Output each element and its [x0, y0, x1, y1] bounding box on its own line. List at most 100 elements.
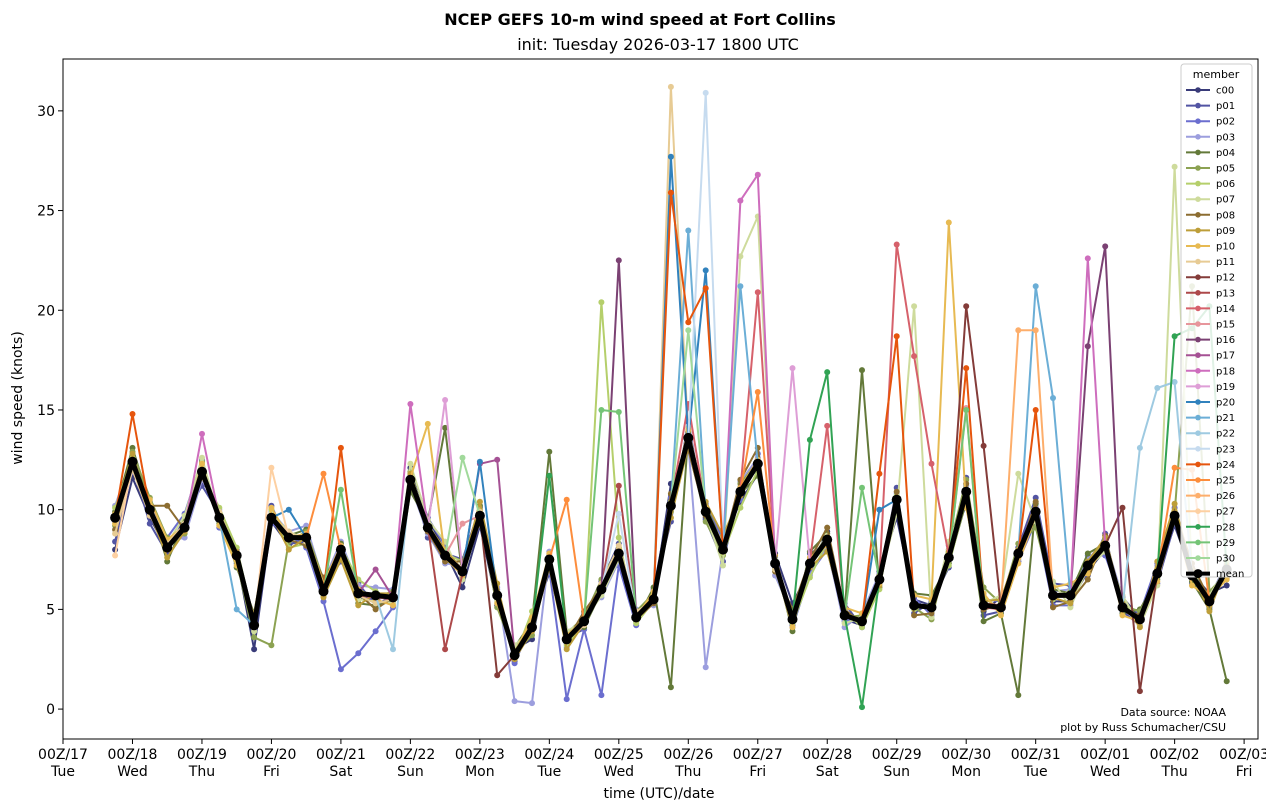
legend-label-p29: p29 — [1216, 538, 1235, 549]
x-tick-day: Mon — [465, 764, 495, 780]
series-point-mean — [700, 506, 711, 517]
y-axis-label: wind speed (knots) — [10, 331, 26, 465]
series-point-mean — [683, 432, 694, 443]
x-tick-day: Wed — [604, 764, 635, 780]
x-tick-date: 00Z/30 — [941, 747, 991, 763]
series-point-p04 — [1015, 692, 1022, 699]
legend-marker-p28 — [1195, 524, 1201, 530]
series-point-p25 — [563, 496, 570, 503]
legend-label-mean: mean — [1216, 569, 1244, 580]
series-point-p20 — [667, 153, 674, 160]
legend-label-p02: p02 — [1216, 117, 1235, 128]
y-tick-label: 5 — [46, 602, 55, 618]
series-point-p12 — [963, 303, 970, 310]
x-tick-date: 00Z/31 — [1011, 747, 1061, 763]
x-tick-day: Fri — [1236, 764, 1253, 780]
series-c00 — [112, 444, 1230, 653]
series-point-p24 — [963, 365, 970, 372]
legend-label-p01: p01 — [1216, 101, 1235, 112]
series-point-p26 — [1032, 327, 1039, 334]
mean-layer — [110, 432, 1232, 661]
series-point-p02 — [355, 650, 362, 657]
series-point-p07 — [1015, 470, 1022, 477]
series-point-p07 — [407, 460, 414, 467]
legend-marker-p21 — [1195, 414, 1201, 421]
series-point-mean — [1117, 602, 1128, 613]
x-tick-date: 00Z/29 — [872, 747, 922, 763]
series-point-mean — [335, 544, 346, 555]
series-point-p11 — [667, 83, 674, 90]
series-point-mean — [961, 486, 972, 497]
legend-marker-p25 — [1195, 477, 1201, 483]
chart-subtitle: init: Tuesday 2026-03-17 1800 UTC — [517, 35, 799, 54]
series-point-mean — [318, 586, 329, 597]
legend-label-p13: p13 — [1216, 288, 1235, 299]
legend-marker-p05 — [1195, 165, 1201, 171]
series-point-mean — [718, 544, 728, 555]
series-point-mean — [266, 512, 277, 523]
series-point-p21 — [1050, 395, 1056, 401]
x-tick-day: Thu — [1160, 764, 1187, 780]
x-axis: 00Z/17Tue00Z/18Wed00Z/19Thu00Z/20Fri00Z/… — [38, 739, 1266, 780]
series-point-p04 — [859, 367, 865, 374]
legend-label-p28: p28 — [1216, 522, 1235, 533]
x-tick-date: 00Z/22 — [385, 747, 435, 763]
series-point-mean — [527, 622, 537, 633]
series-point-p09 — [164, 554, 171, 561]
series-point-mean — [127, 456, 138, 467]
x-tick-day: Wed — [1090, 764, 1121, 780]
legend-marker-p10 — [1195, 243, 1201, 249]
legend-title: member — [1193, 68, 1240, 81]
series-point-mean — [353, 588, 364, 599]
series-point-mean — [596, 584, 607, 595]
series-point-p09 — [1067, 600, 1074, 607]
legend-label-p11: p11 — [1216, 257, 1235, 268]
series-point-p05 — [251, 634, 258, 641]
series-point-p24 — [893, 333, 900, 340]
series-point-mean — [110, 512, 121, 523]
series-point-p08 — [1050, 604, 1056, 611]
legend-marker-mean — [1193, 569, 1203, 579]
series-line-p07 — [114, 165, 1228, 647]
series-point-p10 — [424, 420, 431, 427]
series-point-p09 — [563, 646, 570, 653]
legend-label-p25: p25 — [1216, 476, 1235, 487]
series-point-p18 — [1084, 255, 1091, 262]
series-point-mean — [544, 554, 555, 565]
series-point-p20 — [876, 506, 883, 513]
chart-title: NCEP GEFS 10-m wind speed at Fort Collin… — [444, 10, 835, 29]
series-point-p13 — [442, 646, 449, 653]
series-point-c00 — [459, 584, 466, 591]
series-point-p21 — [685, 227, 692, 234]
series-point-mean — [978, 600, 989, 611]
series-point-p21 — [1032, 283, 1039, 290]
legend-marker-p29 — [1195, 539, 1201, 546]
x-tick-day: Thu — [188, 764, 215, 780]
series-point-p08 — [372, 606, 379, 613]
x-tick-date: 00Z/25 — [594, 747, 644, 763]
series-point-p17 — [372, 566, 379, 573]
series-point-p04 — [1084, 550, 1091, 557]
series-point-mean — [1204, 596, 1215, 607]
series-point-p07 — [720, 562, 726, 569]
legend-label-p19: p19 — [1216, 382, 1235, 393]
series-point-mean — [1048, 590, 1058, 601]
series-point-p06 — [598, 299, 605, 306]
series-point-p18 — [737, 197, 744, 204]
legend-marker-p06 — [1195, 180, 1201, 187]
series-point-p07 — [911, 303, 918, 310]
series-p24 — [112, 189, 1230, 659]
series-point-p24 — [876, 470, 883, 477]
series-p07 — [112, 163, 1230, 649]
series-point-p06 — [737, 504, 744, 511]
series-point-p14 — [893, 241, 900, 248]
series-point-p08 — [1032, 498, 1039, 505]
x-tick-date: 00Z/01 — [1080, 747, 1130, 763]
series-point-p10 — [390, 602, 396, 609]
series-point-p10 — [945, 219, 952, 226]
series-point-p29 — [598, 407, 605, 413]
legend-marker-p20 — [1195, 399, 1201, 405]
series-point-mean — [214, 512, 225, 523]
series-p17 — [112, 434, 1230, 659]
